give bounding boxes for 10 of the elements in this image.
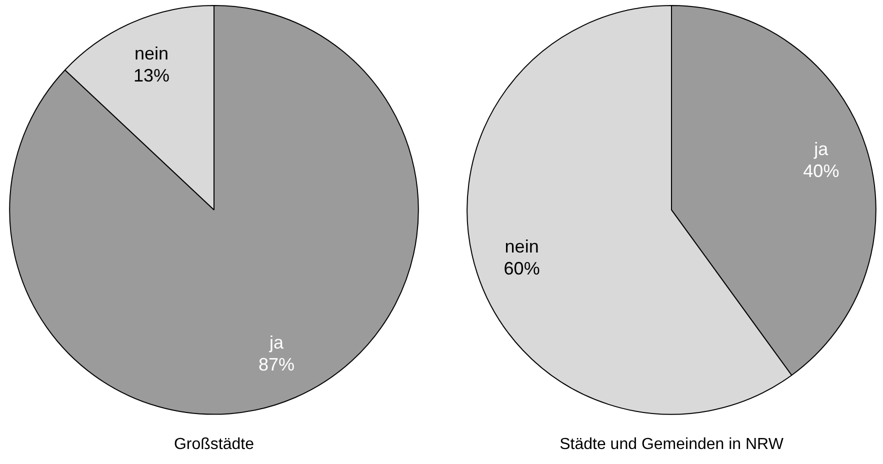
text: Großstädte bbox=[174, 436, 254, 453]
data-label: 13% bbox=[133, 65, 170, 86]
data-label: 40% bbox=[803, 161, 840, 182]
slice-label: nein bbox=[134, 43, 169, 64]
slice-label: ja bbox=[268, 332, 284, 352]
data-label: 60% bbox=[504, 258, 540, 279]
slice-label: nein bbox=[504, 236, 539, 257]
data-label: 87% bbox=[258, 354, 295, 374]
slice-label: ja bbox=[813, 139, 830, 160]
text: Städte und Gemeinden in NRW bbox=[560, 436, 784, 453]
